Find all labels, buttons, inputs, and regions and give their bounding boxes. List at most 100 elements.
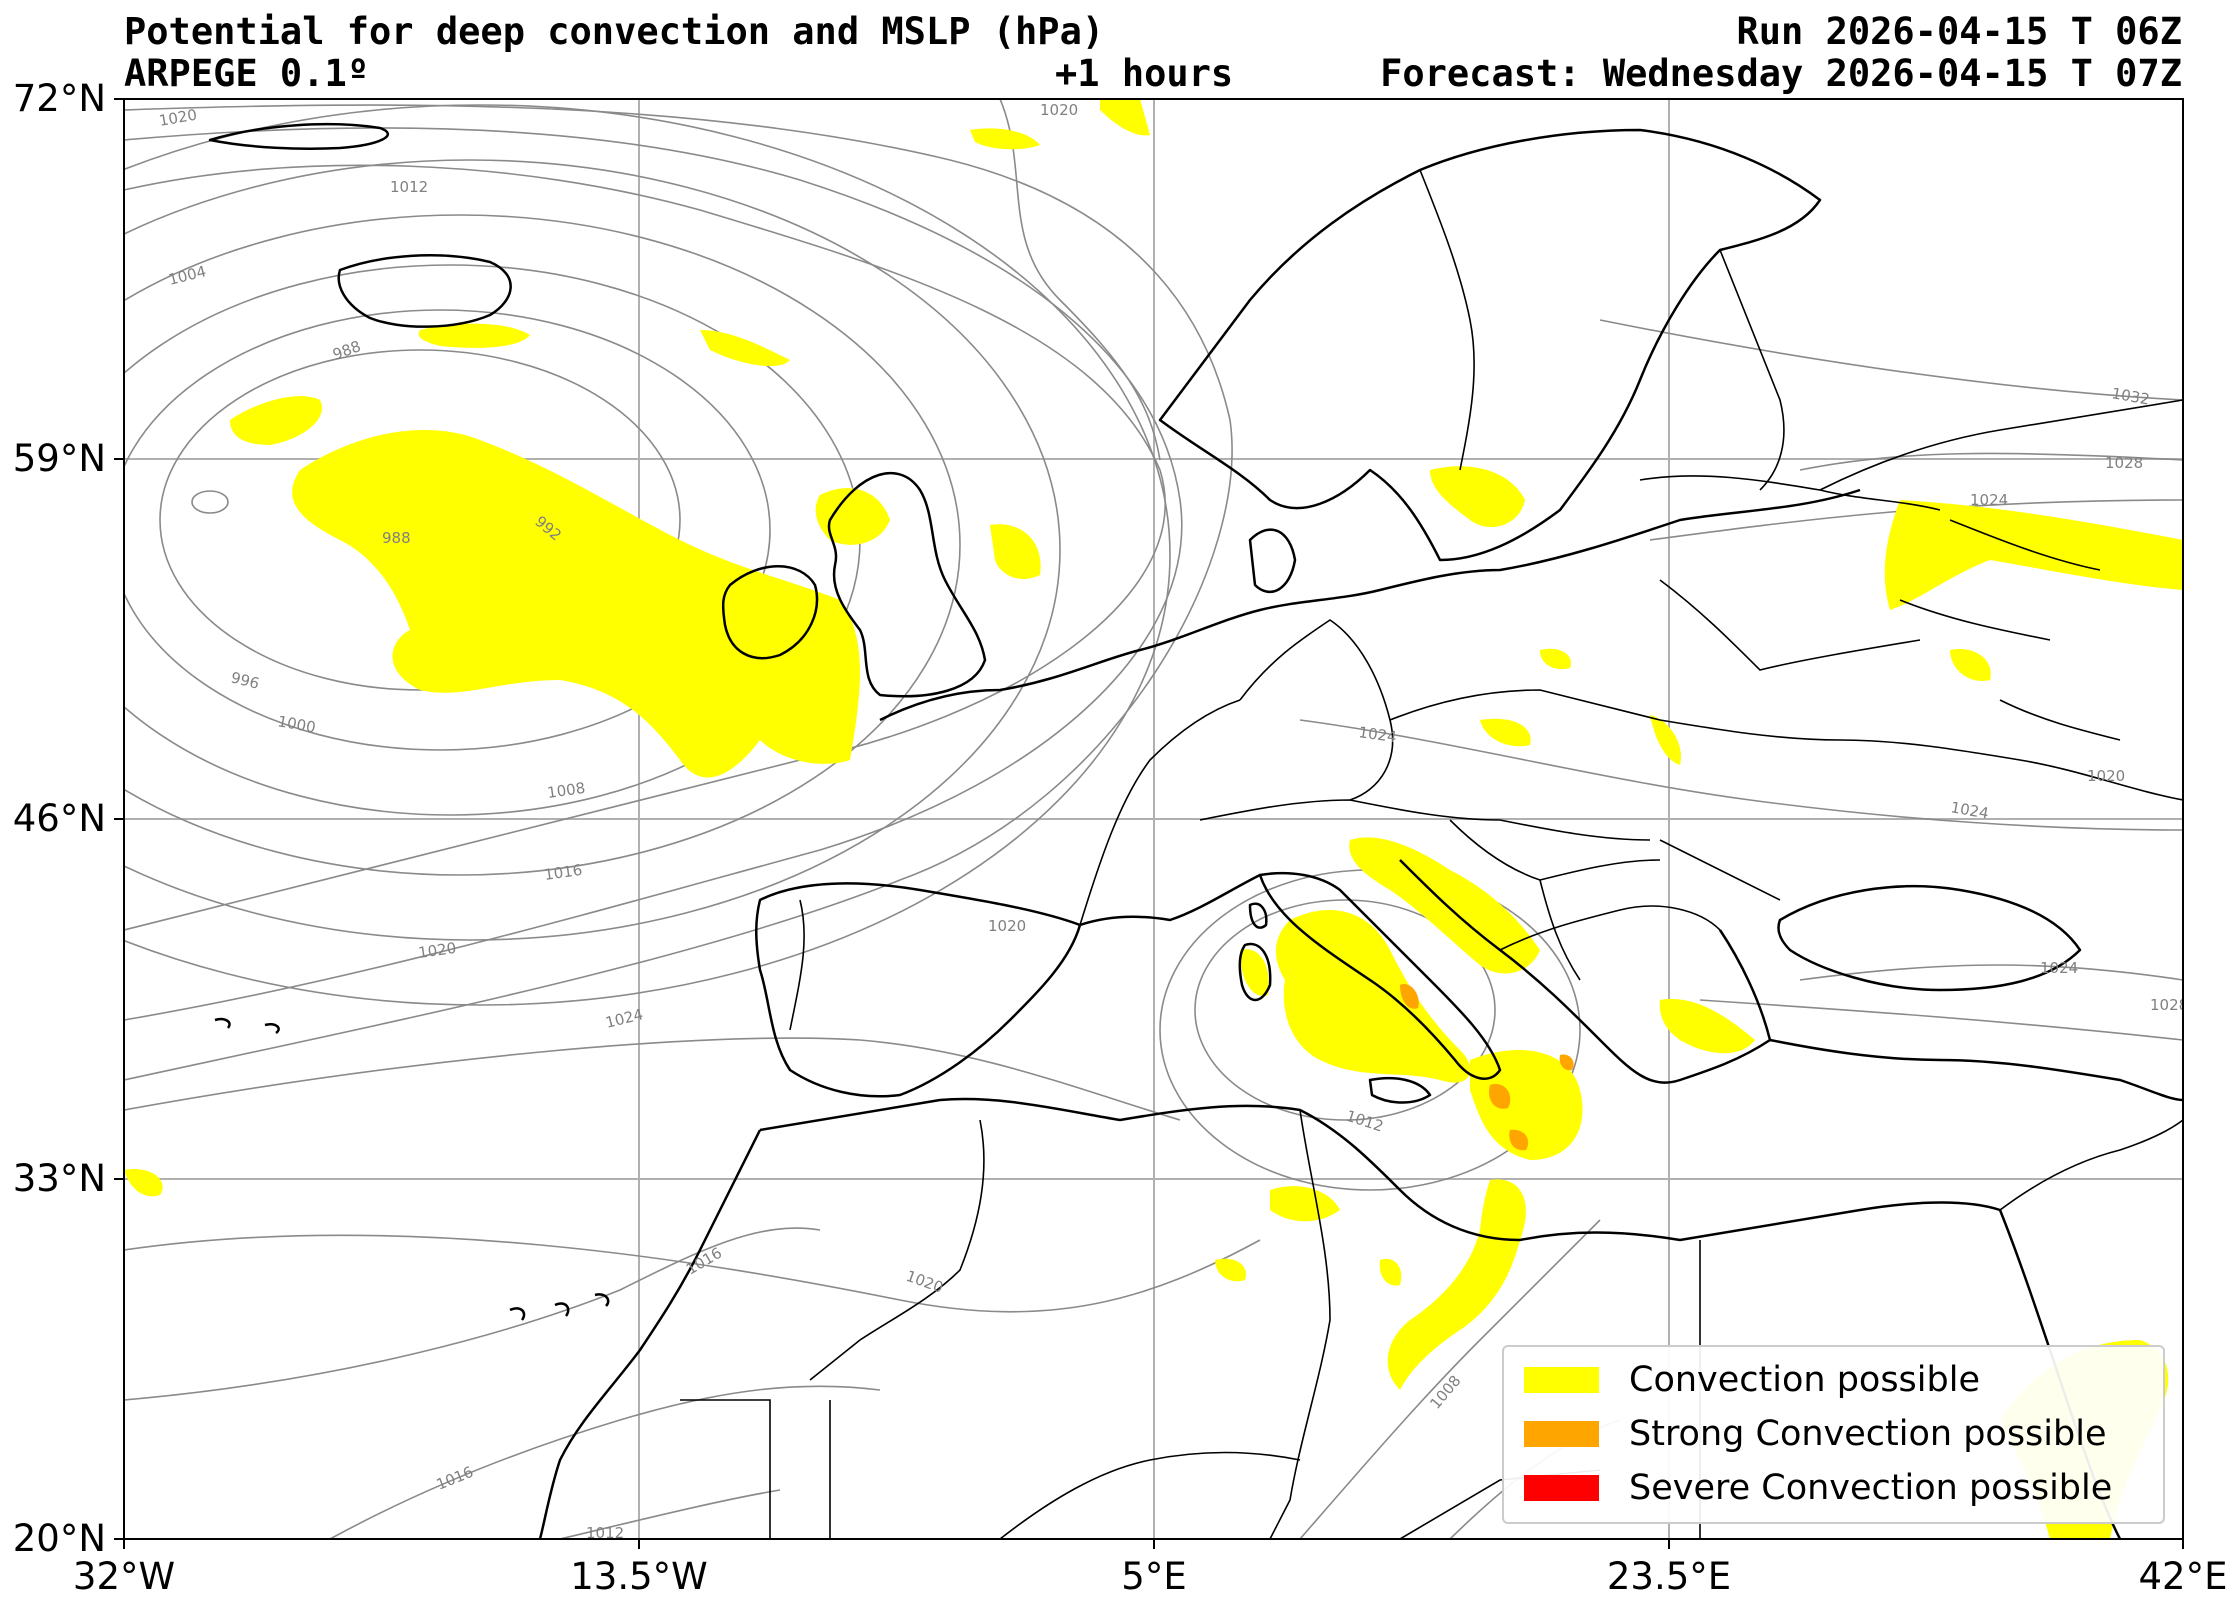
convection-area-ionian: [1470, 1050, 1583, 1160]
convection-area-slovakia: [1480, 718, 1531, 747]
lat-tick-72n: 72°N: [12, 77, 106, 120]
border-ukraine: [1659, 719, 2183, 801]
convection-area-svalbard-sea: [1100, 99, 1150, 136]
legend-label-strong-convection: Strong Convection possible: [1629, 1414, 2107, 1454]
model-label: ARPEGE 0.1º: [124, 52, 370, 95]
lat-tick-33n: 33°N: [12, 1157, 106, 1200]
border-balkans-2: [1539, 879, 1581, 981]
convection-strong-ionian-2: [1509, 1129, 1529, 1151]
isobar-1020-west: [124, 104, 1233, 1081]
isobar-1024-ne: [1649, 499, 2183, 541]
isobar-1024-west: [124, 1037, 1181, 1121]
coast-balkans: [1399, 859, 1772, 1084]
isobar-1004: [124, 159, 1061, 941]
border-germany: [1239, 619, 1394, 801]
border-france: [1079, 699, 1241, 926]
chart-title: Potential for deep convection and MSLP (…: [124, 10, 1105, 53]
border-russia-west: [1819, 399, 2183, 491]
legend-label-severe-convection: Severe Convection possible: [1629, 1468, 2113, 1508]
convection-area-iceland: [418, 323, 530, 348]
border-belarus: [1659, 579, 1921, 671]
border-algeria-libya: [1269, 1109, 1331, 1539]
coast-canaries: [509, 1293, 610, 1321]
isobar-992: [124, 309, 771, 751]
coast-iceland: [337, 254, 512, 328]
isobar-label: 1012: [390, 178, 428, 196]
lon-tick-5e: 5°E: [1121, 1555, 1187, 1598]
tick-marks: [114, 98, 2184, 1549]
isobar-label: 1020: [1040, 101, 1078, 119]
isobar-1008-libya: [1299, 1219, 1601, 1539]
convection-strong-italy: [1400, 984, 1419, 1009]
legend-swatch-severe-convection: [1524, 1475, 1599, 1501]
coast-scandinavia: [1158, 128, 1822, 562]
isobar-label: 1012: [586, 1524, 624, 1542]
convection-area-poland: [1540, 648, 1571, 670]
legend-swatch-strong-convection: [1524, 1421, 1599, 1447]
convection-strong-ionian-1: [1489, 1084, 1511, 1109]
isobar-1032-east: [1599, 319, 2183, 401]
isobar-1024-east: [1299, 719, 2183, 831]
coast-black-sea: [1777, 885, 2082, 992]
convection-area-iceland-sw: [230, 396, 322, 445]
isobar-label: 1016: [434, 1463, 476, 1494]
isobar-label: 1032: [2110, 384, 2151, 408]
isobar-1020-africa: [124, 1234, 1261, 1313]
lon-tick-13.5w: 13.5°W: [570, 1555, 708, 1598]
border-finland-russia: [1719, 249, 1785, 491]
convection-strong-greece: [1559, 1054, 1574, 1071]
isobar-label: 1020: [904, 1267, 946, 1297]
convection-area-libya: [1387, 1179, 1526, 1390]
convection-area-sweden: [1430, 466, 1525, 528]
isobar-label: 1004: [167, 262, 208, 289]
convection-area-atlantic-sw: [124, 1169, 163, 1197]
isobar-1020-north: [999, 99, 1161, 461]
convection-area-tunisia: [1270, 1186, 1340, 1222]
country-borders: [680, 169, 2183, 1539]
lon-tick-32w: 32°W: [72, 1555, 176, 1598]
convection-area-north-sea: [990, 524, 1041, 580]
convection-area-faroes: [700, 330, 790, 367]
border-alps: [1199, 799, 1651, 841]
coast-sardinia: [1238, 942, 1272, 1002]
isobar-label: 1020: [988, 917, 1026, 935]
border-morocco-algeria: [809, 1119, 985, 1381]
isobar-label: 988: [382, 529, 411, 547]
isobar-1020-se: [1699, 999, 2183, 1041]
convection-area-scotland-w: [815, 488, 890, 545]
isobar-label: 1008: [1426, 1372, 1464, 1413]
border-sweden-norway: [1419, 169, 1475, 471]
isobar-1012-sahara: [559, 1489, 781, 1539]
isobar-1016: [124, 127, 1183, 1021]
border-russia-regions: [1899, 519, 2121, 741]
lat-tick-59n: 59°N: [12, 437, 106, 480]
coast-jutland: [1248, 528, 1297, 594]
lon-tick-23.5e: 23.5°E: [1606, 1555, 1732, 1598]
isobar-labels: 1020 1012 1004 988 992 988 996 1000 1008…: [158, 101, 2188, 1542]
border-hungary: [1449, 819, 1661, 881]
legend: Convection possible Strong Convection po…: [1502, 1345, 2165, 1524]
coast-sicily: [1368, 1076, 1432, 1104]
forecast-label: Forecast: Wednesday 2026-04-15 T 07Z: [1380, 52, 2182, 95]
isobar-label: 1020: [417, 939, 457, 962]
convection-area-romania: [1650, 715, 1681, 765]
legend-item-strong-convection: Strong Convection possible: [1524, 1409, 2107, 1459]
coast-europe-north: [879, 488, 1861, 722]
isobar-label: 1024: [1970, 491, 2008, 509]
isobar-low-center: [191, 490, 229, 514]
isobar-label: 1028: [2150, 996, 2188, 1014]
legend-item-convection: Convection possible: [1524, 1355, 1980, 1405]
coast-morocco-atlantic: [538, 1129, 762, 1539]
isobar-label: 1028: [2105, 454, 2143, 472]
convection-area-italy: [1275, 910, 1471, 1083]
coast-ireland: [721, 565, 819, 660]
border-romania: [1659, 839, 1781, 901]
convection-area-russia: [1884, 500, 2183, 610]
convection-area-atlantic: [292, 430, 860, 778]
isobar-1012: [124, 164, 1166, 931]
convection-area-sardinia: [1240, 949, 1269, 996]
convection-area-algeria: [1215, 1258, 1246, 1282]
coast-azores: [214, 1017, 280, 1035]
isobar-1008: [124, 104, 1171, 1006]
isobar-label: 1016: [683, 1244, 725, 1279]
